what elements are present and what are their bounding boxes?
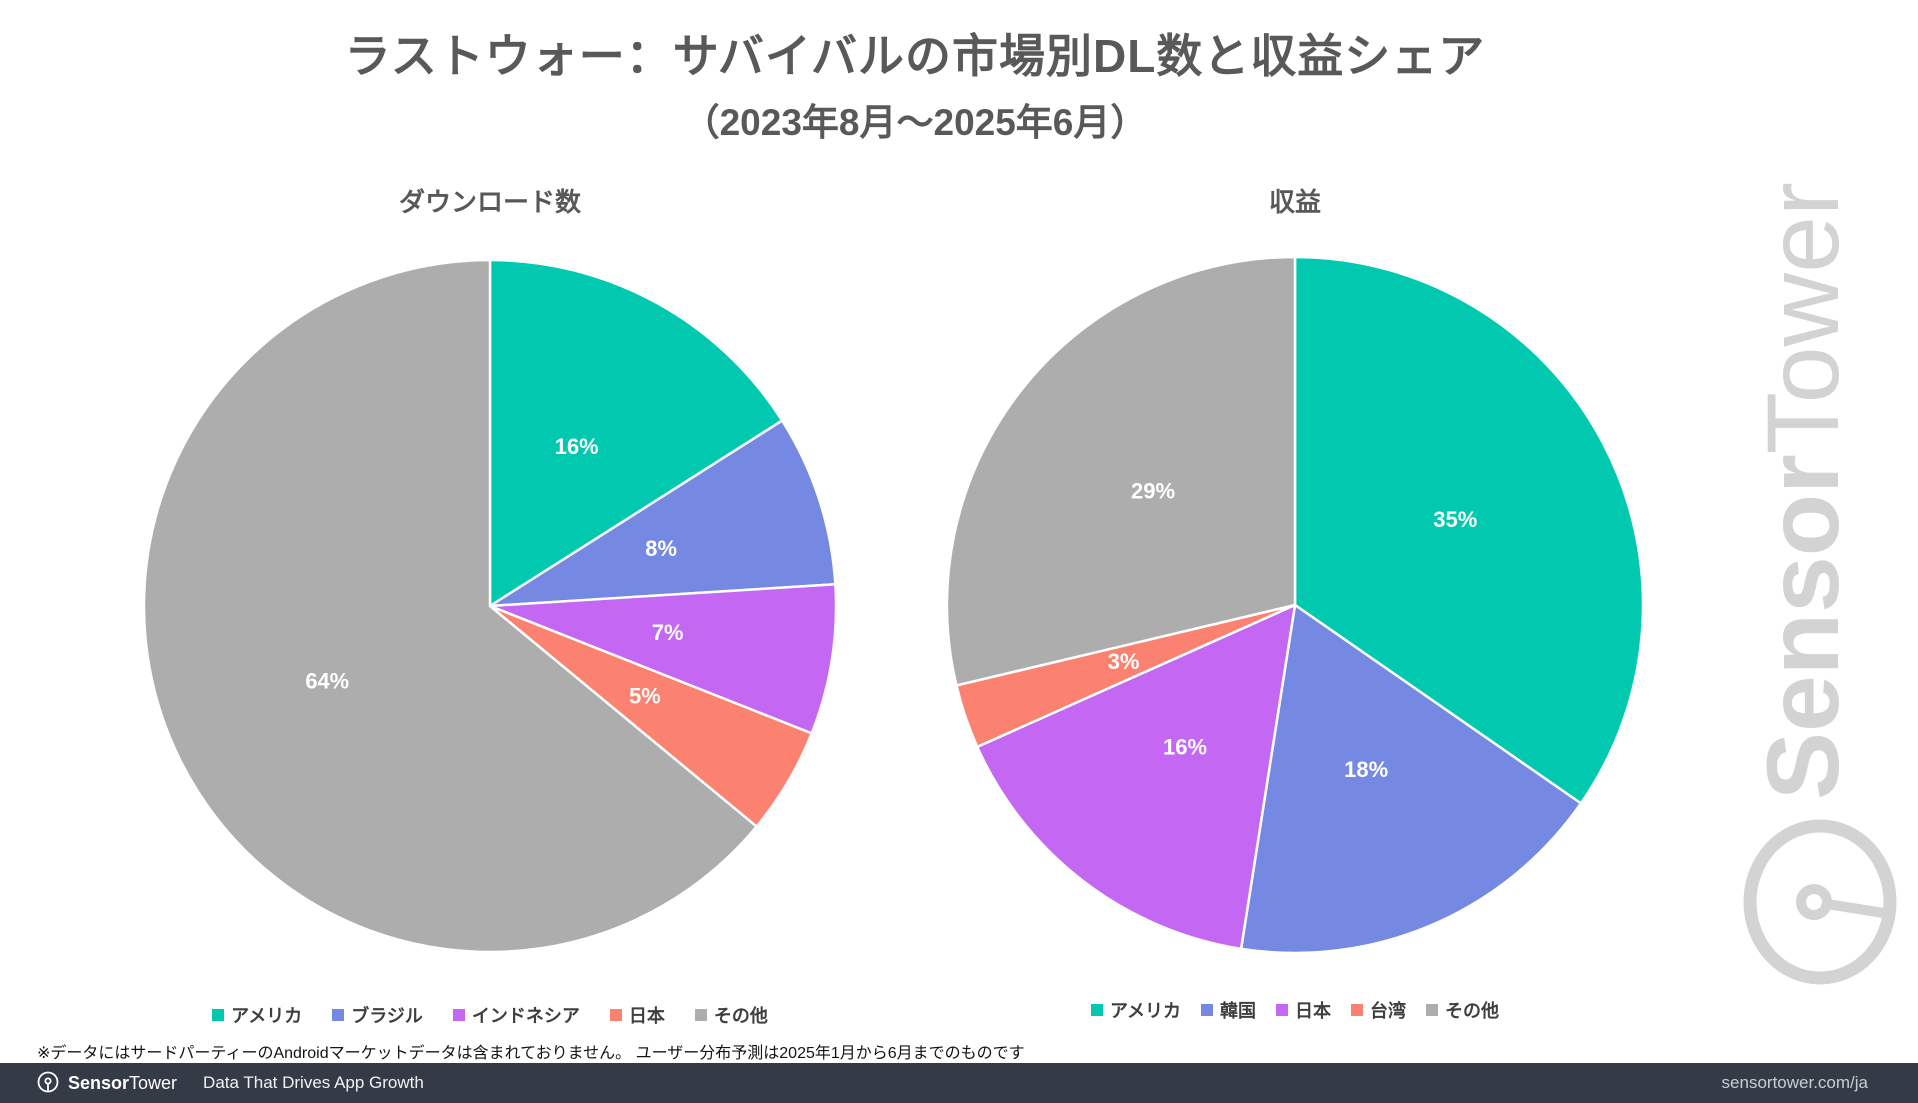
legend-item-日本: 日本	[609, 1002, 665, 1028]
pie-slice-日本	[975, 603, 1297, 951]
legend-swatch-icon	[609, 1009, 622, 1021]
legend-item-ブラジル: ブラジル	[332, 1002, 423, 1028]
watermark-brand-light: Tower	[1746, 182, 1860, 455]
pie-slice-label: 64%	[305, 668, 349, 693]
watermark-brand-bold: Sensor	[1746, 454, 1860, 800]
footer-brand-bold: Sensor	[68, 1072, 130, 1093]
revenue-legend: アメリカ 韓国 日本 台湾 その他	[945, 997, 1645, 1023]
legend-swatch-icon	[1351, 1004, 1364, 1016]
legend-swatch-icon	[1276, 1004, 1289, 1016]
legend-swatch-icon	[212, 1009, 225, 1021]
pie-slice-label: 18%	[1344, 757, 1388, 782]
legend-label: 台湾	[1370, 1001, 1407, 1021]
pie-slice-インドネシア	[488, 583, 838, 735]
legend-swatch-icon	[1426, 1004, 1439, 1016]
pie-slice-label: 35%	[1433, 507, 1477, 532]
data-disclaimer-footnote: ※データにはサードパーティーのAndroidマーケットデータは含まれておりません…	[37, 1045, 1025, 1062]
footer-bar: SensorTower Data That Drives App Growth …	[0, 1063, 1918, 1103]
pie-slice-label: 8%	[645, 536, 677, 561]
legend-label: アメリカ	[231, 1006, 303, 1026]
revenue-chart-title: 収益	[1268, 187, 1321, 217]
page-title: ラストウォー：サバイバルの市場別DL数と収益シェア	[344, 30, 1486, 82]
legend-label: 日本	[1295, 1001, 1332, 1021]
sensortower-logo-watermark-icon	[1743, 819, 1897, 985]
legend-item-台湾: 台湾	[1351, 997, 1406, 1023]
downloads-pie-chart: 16% 8% 7% 5% 64%	[142, 258, 838, 954]
legend-label: その他	[713, 1006, 768, 1026]
page-subtitle: （2023年8月～2025年6月）	[682, 102, 1148, 143]
pie-slice-ブラジル	[488, 419, 837, 608]
legend-item-その他: その他	[694, 1002, 768, 1028]
downloads-chart-title: ダウンロード数	[398, 187, 581, 217]
legend-label: 韓国	[1220, 1001, 1257, 1021]
footer-brand-text: SensorTower	[68, 1073, 177, 1094]
sensortower-logo-icon	[37, 1071, 59, 1093]
pie-slice-その他	[945, 255, 1297, 687]
footer-tagline: Data That Drives App Growth	[203, 1073, 424, 1092]
revenue-pie-chart: 35% 18% 16% 3% 29%	[945, 255, 1645, 955]
pie-slice-アメリカ	[1293, 255, 1645, 805]
downloads-legend: アメリカ ブラジル インドネシア 日本 その他	[140, 1002, 840, 1028]
pie-slice-label: 29%	[1131, 479, 1175, 504]
legend-label: 日本	[628, 1006, 665, 1026]
legend-item-インドネシア: インドネシア	[452, 1002, 580, 1028]
legend-label: インドネシア	[471, 1006, 580, 1026]
pie-slice-label: 3%	[1108, 649, 1140, 674]
legend-swatch-icon	[332, 1009, 345, 1021]
pie-slice-label: 5%	[629, 683, 661, 708]
legend-swatch-icon	[452, 1009, 465, 1021]
legend-label: ブラジル	[351, 1006, 423, 1026]
legend-item-日本: 日本	[1276, 997, 1331, 1023]
legend-item-その他: その他	[1426, 997, 1499, 1023]
pie-slice-韓国	[1239, 603, 1583, 955]
footer-brand: SensorTower	[36, 1071, 177, 1095]
legend-item-アメリカ: アメリカ	[212, 1002, 302, 1028]
pie-slice-アメリカ	[488, 258, 784, 608]
legend-swatch-icon	[694, 1009, 707, 1021]
sensortower-watermark-text: SensorTower	[1746, 182, 1860, 800]
legend-label: アメリカ	[1109, 1001, 1182, 1021]
legend-item-アメリカ: アメリカ	[1090, 997, 1182, 1023]
pie-slice-label: 16%	[555, 434, 599, 459]
legend-item-韓国: 韓国	[1201, 997, 1256, 1023]
legend-label: その他	[1445, 1001, 1500, 1021]
pie-slice-label: 7%	[652, 620, 684, 645]
legend-swatch-icon	[1090, 1004, 1103, 1016]
legend-swatch-icon	[1201, 1004, 1214, 1016]
footer-brand-light: Tower	[129, 1072, 178, 1093]
footer-url: sensortower.com/ja	[1721, 1073, 1868, 1092]
pie-slice-その他	[142, 258, 758, 954]
pie-slice-label: 16%	[1163, 735, 1207, 760]
